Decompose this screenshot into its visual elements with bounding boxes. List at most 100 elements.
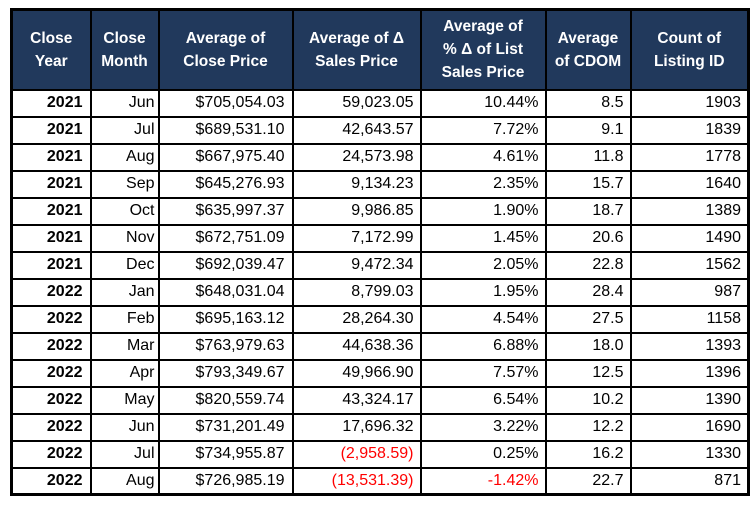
cell-avg_delta_sales_price[interactable]: (2,958.59) bbox=[291, 439, 422, 469]
cell-avg_cdom[interactable]: 16.2 bbox=[544, 439, 632, 469]
cell-close_year[interactable]: 2021 bbox=[10, 142, 92, 172]
cell-avg_close_price[interactable]: $692,039.47 bbox=[157, 250, 294, 280]
cell-avg_delta_sales_price[interactable]: 8,799.03 bbox=[291, 277, 422, 307]
cell-count_listing_id[interactable]: 1690 bbox=[629, 412, 750, 442]
cell-avg_pct_delta_list[interactable]: 4.61% bbox=[419, 142, 547, 172]
cell-avg_close_price[interactable]: $734,955.87 bbox=[157, 439, 294, 469]
cell-count_listing_id[interactable]: 1389 bbox=[629, 196, 750, 226]
cell-avg_cdom[interactable]: 15.7 bbox=[544, 169, 632, 199]
cell-avg_cdom[interactable]: 12.5 bbox=[544, 358, 632, 388]
header-avg_close_price[interactable]: Average of Close Price bbox=[157, 8, 294, 91]
cell-close_month[interactable]: Oct bbox=[89, 196, 160, 226]
cell-close_month[interactable]: Aug bbox=[89, 142, 160, 172]
cell-count_listing_id[interactable]: 1158 bbox=[629, 304, 750, 334]
cell-count_listing_id[interactable]: 1390 bbox=[629, 385, 750, 415]
cell-close_year[interactable]: 2022 bbox=[10, 385, 92, 415]
cell-close_month[interactable]: Sep bbox=[89, 169, 160, 199]
cell-avg_close_price[interactable]: $648,031.04 bbox=[157, 277, 294, 307]
cell-avg_close_price[interactable]: $726,985.19 bbox=[157, 466, 294, 496]
cell-close_month[interactable]: Jan bbox=[89, 277, 160, 307]
cell-count_listing_id[interactable]: 1562 bbox=[629, 250, 750, 280]
cell-avg_cdom[interactable]: 22.8 bbox=[544, 250, 632, 280]
cell-avg_cdom[interactable]: 10.2 bbox=[544, 385, 632, 415]
header-avg_pct_delta_list[interactable]: Average of % Δ of List Sales Price bbox=[419, 8, 547, 91]
cell-avg_pct_delta_list[interactable]: 3.22% bbox=[419, 412, 547, 442]
cell-avg_delta_sales_price[interactable]: 7,172.99 bbox=[291, 223, 422, 253]
cell-avg_close_price[interactable]: $689,531.10 bbox=[157, 115, 294, 145]
cell-avg_delta_sales_price[interactable]: 49,966.90 bbox=[291, 358, 422, 388]
cell-avg_delta_sales_price[interactable]: 9,472.34 bbox=[291, 250, 422, 280]
cell-avg_delta_sales_price[interactable]: 17,696.32 bbox=[291, 412, 422, 442]
header-close_year[interactable]: Close Year bbox=[10, 8, 92, 91]
cell-avg_close_price[interactable]: $705,054.03 bbox=[157, 88, 294, 118]
cell-avg_close_price[interactable]: $672,751.09 bbox=[157, 223, 294, 253]
cell-close_year[interactable]: 2021 bbox=[10, 169, 92, 199]
cell-close_month[interactable]: Jul bbox=[89, 439, 160, 469]
cell-avg_close_price[interactable]: $763,979.63 bbox=[157, 331, 294, 361]
cell-close_year[interactable]: 2021 bbox=[10, 196, 92, 226]
cell-avg_close_price[interactable]: $793,349.67 bbox=[157, 358, 294, 388]
cell-close_year[interactable]: 2021 bbox=[10, 88, 92, 118]
cell-avg_pct_delta_list[interactable]: 7.72% bbox=[419, 115, 547, 145]
cell-avg_pct_delta_list[interactable]: 0.25% bbox=[419, 439, 547, 469]
cell-avg_cdom[interactable]: 8.5 bbox=[544, 88, 632, 118]
cell-count_listing_id[interactable]: 1839 bbox=[629, 115, 750, 145]
cell-avg_delta_sales_price[interactable]: 42,643.57 bbox=[291, 115, 422, 145]
cell-avg_delta_sales_price[interactable]: 59,023.05 bbox=[291, 88, 422, 118]
header-close_month[interactable]: Close Month bbox=[89, 8, 160, 91]
cell-avg_pct_delta_list[interactable]: 6.88% bbox=[419, 331, 547, 361]
cell-close_month[interactable]: Jul bbox=[89, 115, 160, 145]
cell-count_listing_id[interactable]: 1640 bbox=[629, 169, 750, 199]
cell-avg_cdom[interactable]: 22.7 bbox=[544, 466, 632, 496]
cell-count_listing_id[interactable]: 1393 bbox=[629, 331, 750, 361]
cell-avg_close_price[interactable]: $635,997.37 bbox=[157, 196, 294, 226]
cell-avg_close_price[interactable]: $695,163.12 bbox=[157, 304, 294, 334]
cell-avg_delta_sales_price[interactable]: 9,986.85 bbox=[291, 196, 422, 226]
cell-count_listing_id[interactable]: 1490 bbox=[629, 223, 750, 253]
cell-avg_cdom[interactable]: 11.8 bbox=[544, 142, 632, 172]
cell-avg_pct_delta_list[interactable]: 1.45% bbox=[419, 223, 547, 253]
cell-count_listing_id[interactable]: 1330 bbox=[629, 439, 750, 469]
cell-avg_pct_delta_list[interactable]: 7.57% bbox=[419, 358, 547, 388]
cell-avg_close_price[interactable]: $731,201.49 bbox=[157, 412, 294, 442]
cell-close_year[interactable]: 2022 bbox=[10, 412, 92, 442]
cell-avg_delta_sales_price[interactable]: 43,324.17 bbox=[291, 385, 422, 415]
cell-avg_delta_sales_price[interactable]: 24,573.98 bbox=[291, 142, 422, 172]
cell-avg_pct_delta_list[interactable]: 2.05% bbox=[419, 250, 547, 280]
cell-close_year[interactable]: 2022 bbox=[10, 277, 92, 307]
cell-count_listing_id[interactable]: 871 bbox=[629, 466, 750, 496]
cell-close_month[interactable]: Feb bbox=[89, 304, 160, 334]
cell-avg_delta_sales_price[interactable]: 9,134.23 bbox=[291, 169, 422, 199]
cell-avg_delta_sales_price[interactable]: 28,264.30 bbox=[291, 304, 422, 334]
cell-avg_cdom[interactable]: 18.0 bbox=[544, 331, 632, 361]
cell-avg_cdom[interactable]: 12.2 bbox=[544, 412, 632, 442]
cell-close_month[interactable]: Jun bbox=[89, 412, 160, 442]
cell-avg_pct_delta_list[interactable]: -1.42% bbox=[419, 466, 547, 496]
cell-avg_close_price[interactable]: $820,559.74 bbox=[157, 385, 294, 415]
cell-avg_pct_delta_list[interactable]: 2.35% bbox=[419, 169, 547, 199]
cell-avg_pct_delta_list[interactable]: 1.95% bbox=[419, 277, 547, 307]
cell-close_year[interactable]: 2021 bbox=[10, 223, 92, 253]
cell-close_year[interactable]: 2022 bbox=[10, 331, 92, 361]
cell-avg_pct_delta_list[interactable]: 1.90% bbox=[419, 196, 547, 226]
cell-avg_cdom[interactable]: 28.4 bbox=[544, 277, 632, 307]
cell-avg_delta_sales_price[interactable]: (13,531.39) bbox=[291, 466, 422, 496]
cell-count_listing_id[interactable]: 1396 bbox=[629, 358, 750, 388]
cell-avg_cdom[interactable]: 20.6 bbox=[544, 223, 632, 253]
cell-close_month[interactable]: Dec bbox=[89, 250, 160, 280]
cell-avg_pct_delta_list[interactable]: 6.54% bbox=[419, 385, 547, 415]
header-avg_cdom[interactable]: Average of CDOM bbox=[544, 8, 632, 91]
cell-count_listing_id[interactable]: 1778 bbox=[629, 142, 750, 172]
cell-avg_cdom[interactable]: 9.1 bbox=[544, 115, 632, 145]
cell-close_year[interactable]: 2022 bbox=[10, 358, 92, 388]
cell-count_listing_id[interactable]: 1903 bbox=[629, 88, 750, 118]
cell-close_year[interactable]: 2022 bbox=[10, 439, 92, 469]
cell-count_listing_id[interactable]: 987 bbox=[629, 277, 750, 307]
cell-avg_pct_delta_list[interactable]: 10.44% bbox=[419, 88, 547, 118]
header-count_listing_id[interactable]: Count of Listing ID bbox=[629, 8, 750, 91]
cell-close_year[interactable]: 2022 bbox=[10, 466, 92, 496]
cell-close_month[interactable]: Apr bbox=[89, 358, 160, 388]
cell-close_month[interactable]: May bbox=[89, 385, 160, 415]
cell-avg_pct_delta_list[interactable]: 4.54% bbox=[419, 304, 547, 334]
cell-close_month[interactable]: Mar bbox=[89, 331, 160, 361]
